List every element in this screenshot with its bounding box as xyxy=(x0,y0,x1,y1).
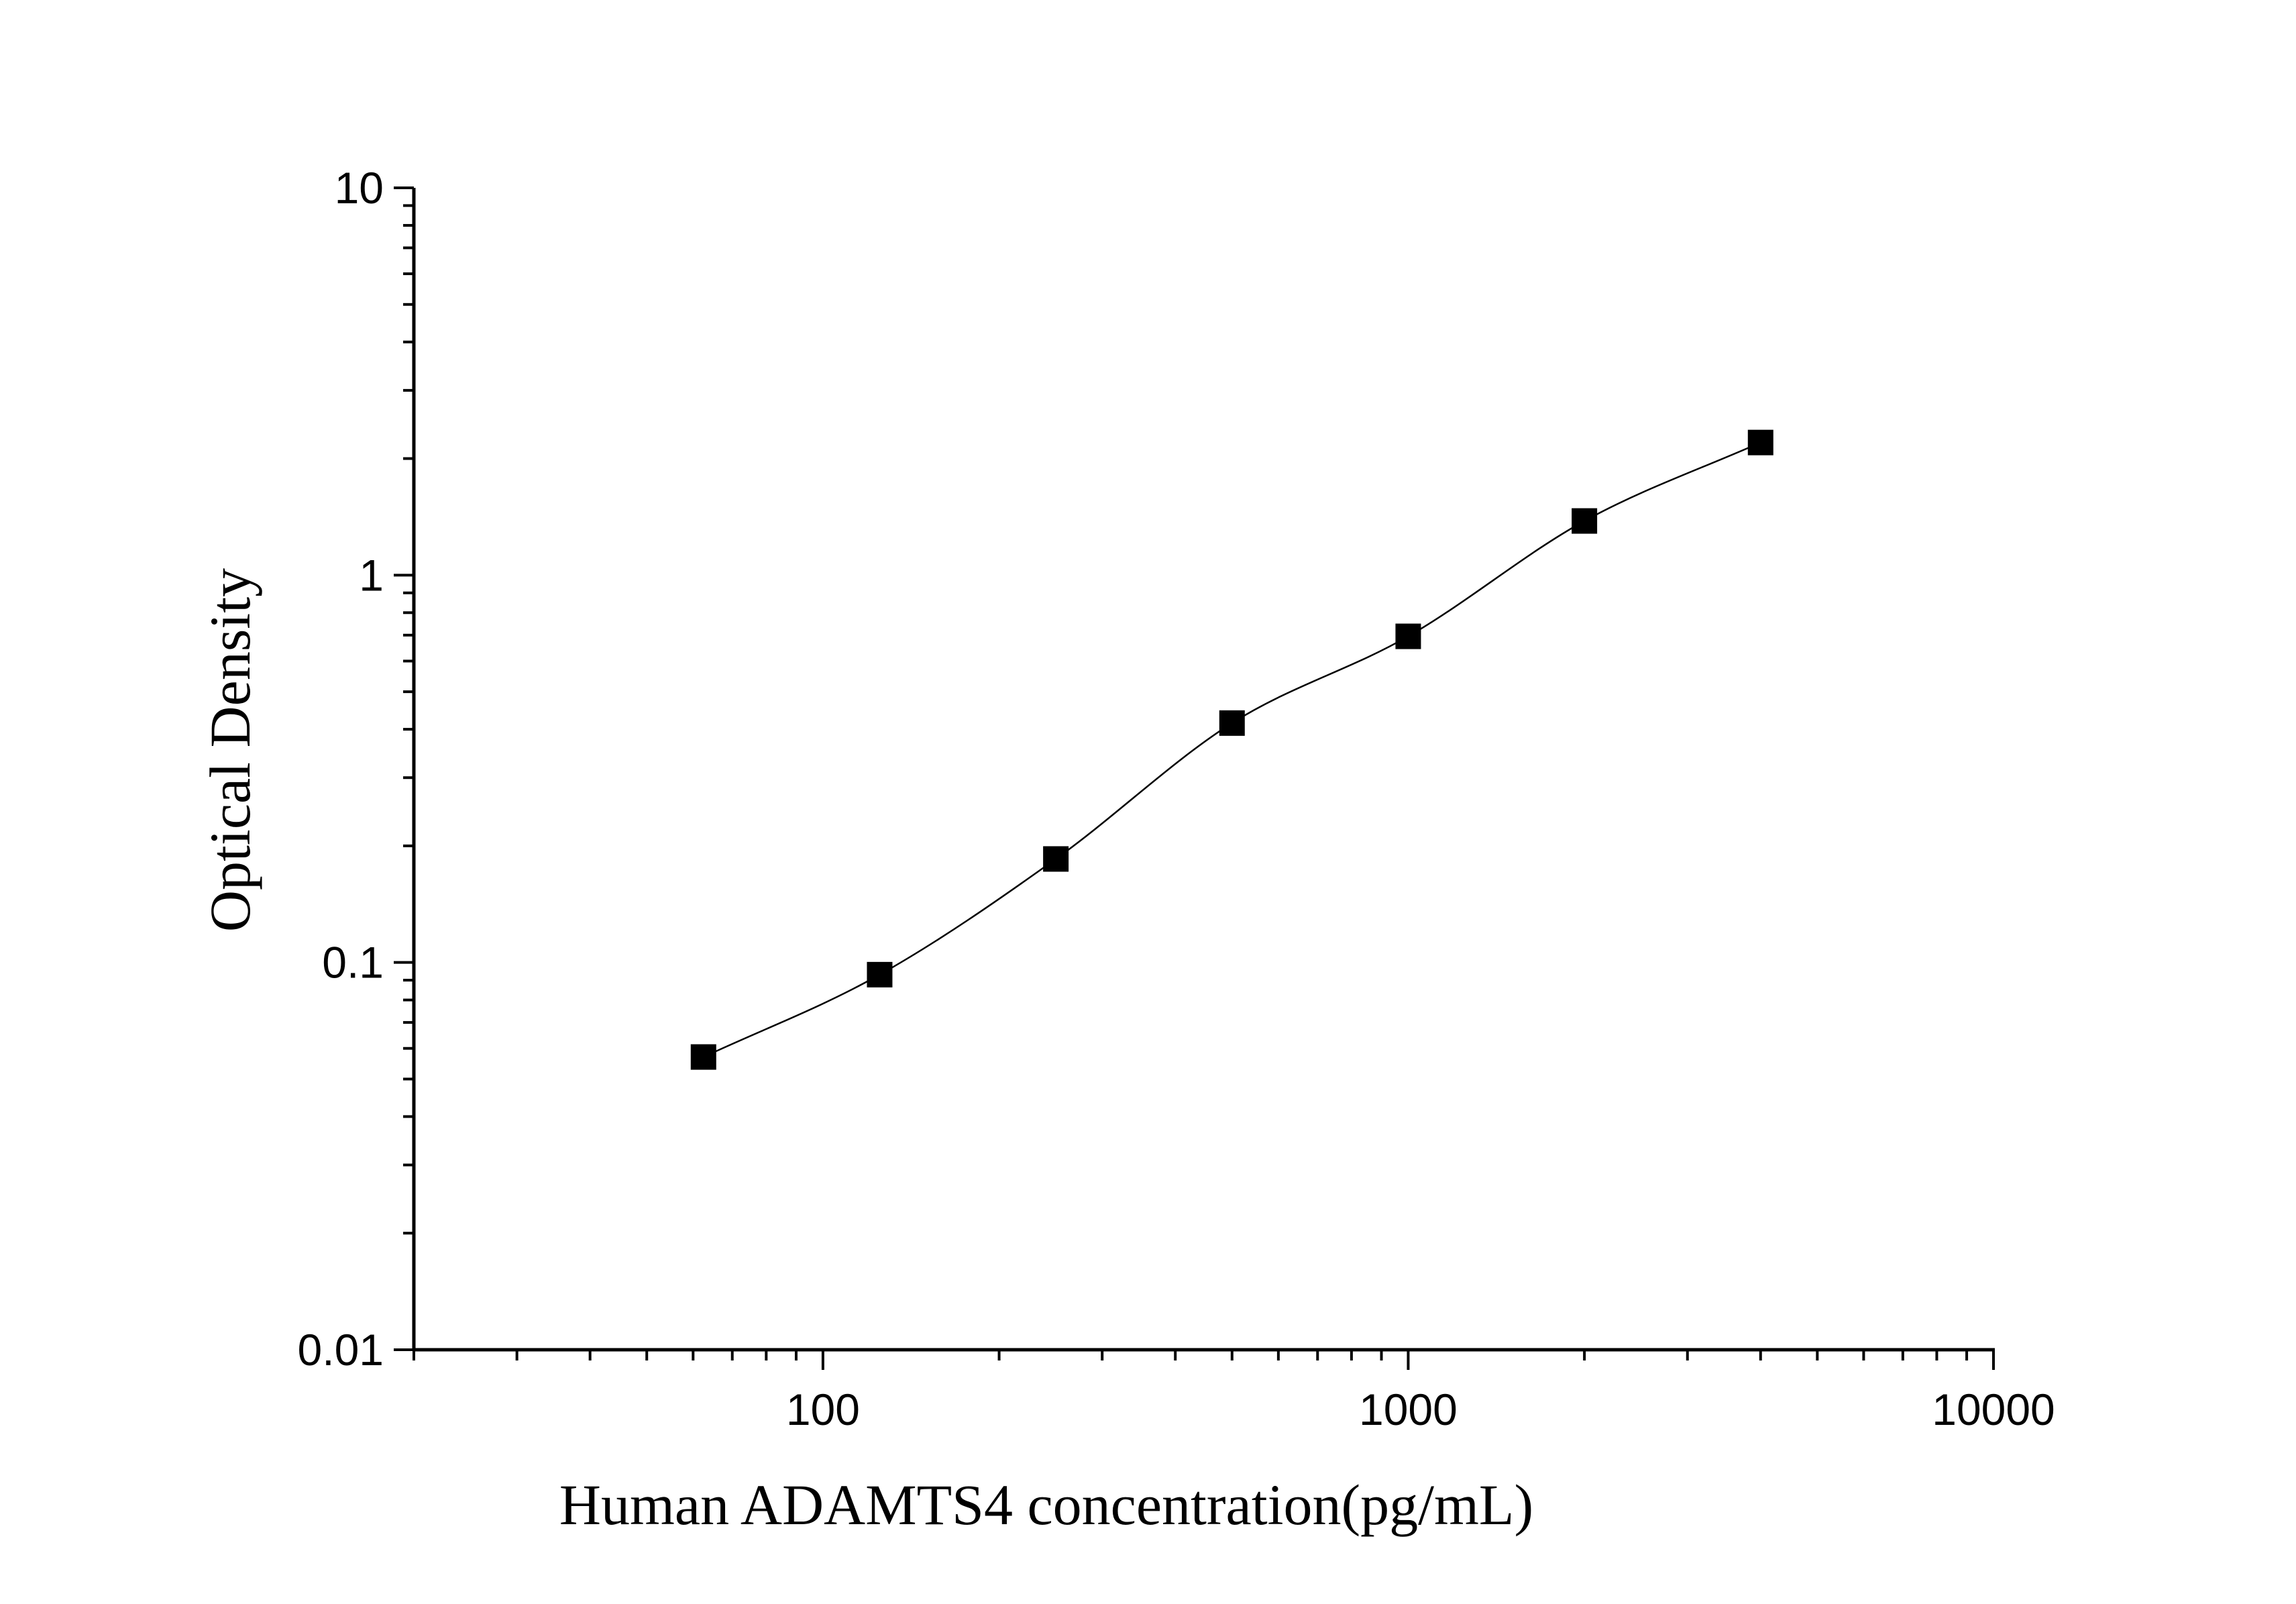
y-axis-title: Optical Density xyxy=(198,568,262,932)
axes xyxy=(412,188,1995,1352)
y-tick-label: 1 xyxy=(359,550,384,600)
x-tick-label: 10000 xyxy=(1932,1385,2055,1434)
data-point xyxy=(1572,508,1598,534)
x-tick-label: 1000 xyxy=(1359,1385,1458,1434)
tick-labels: 0.01 0.1 1 10 100 1000 10000 xyxy=(298,163,2055,1434)
data-point xyxy=(1395,623,1421,649)
y-tick-label: 0.01 xyxy=(298,1325,384,1375)
x-tick-label: 100 xyxy=(786,1385,860,1434)
fit-curve xyxy=(703,441,1761,1058)
data-point xyxy=(1219,710,1245,736)
data-point xyxy=(690,1044,716,1070)
axis-ticks xyxy=(394,186,1995,1370)
data-point xyxy=(1043,846,1069,872)
x-axis-title: Human ADAMTS4 concentration(pg/mL) xyxy=(559,1473,1533,1537)
y-tick-label: 10 xyxy=(335,163,384,213)
y-tick-label: 0.1 xyxy=(322,938,384,987)
data-points xyxy=(690,429,1773,1070)
data-point xyxy=(867,961,893,987)
data-point xyxy=(1747,429,1773,456)
